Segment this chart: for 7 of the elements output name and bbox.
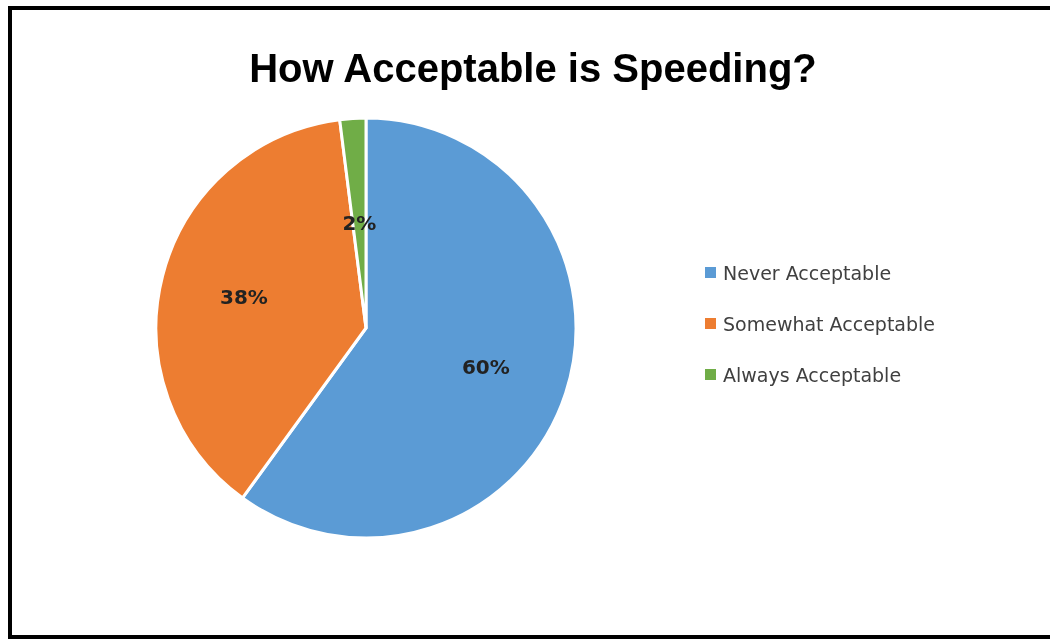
legend-label: Never Acceptable (723, 262, 892, 284)
data-label: 38% (220, 284, 268, 309)
data-label: 2% (342, 211, 377, 236)
chart-title: How Acceptable is Speeding? (249, 46, 817, 90)
legend-label: Always Acceptable (723, 364, 902, 386)
legend-label: Somewhat Acceptable (723, 313, 936, 335)
data-label: 60% (461, 354, 510, 379)
